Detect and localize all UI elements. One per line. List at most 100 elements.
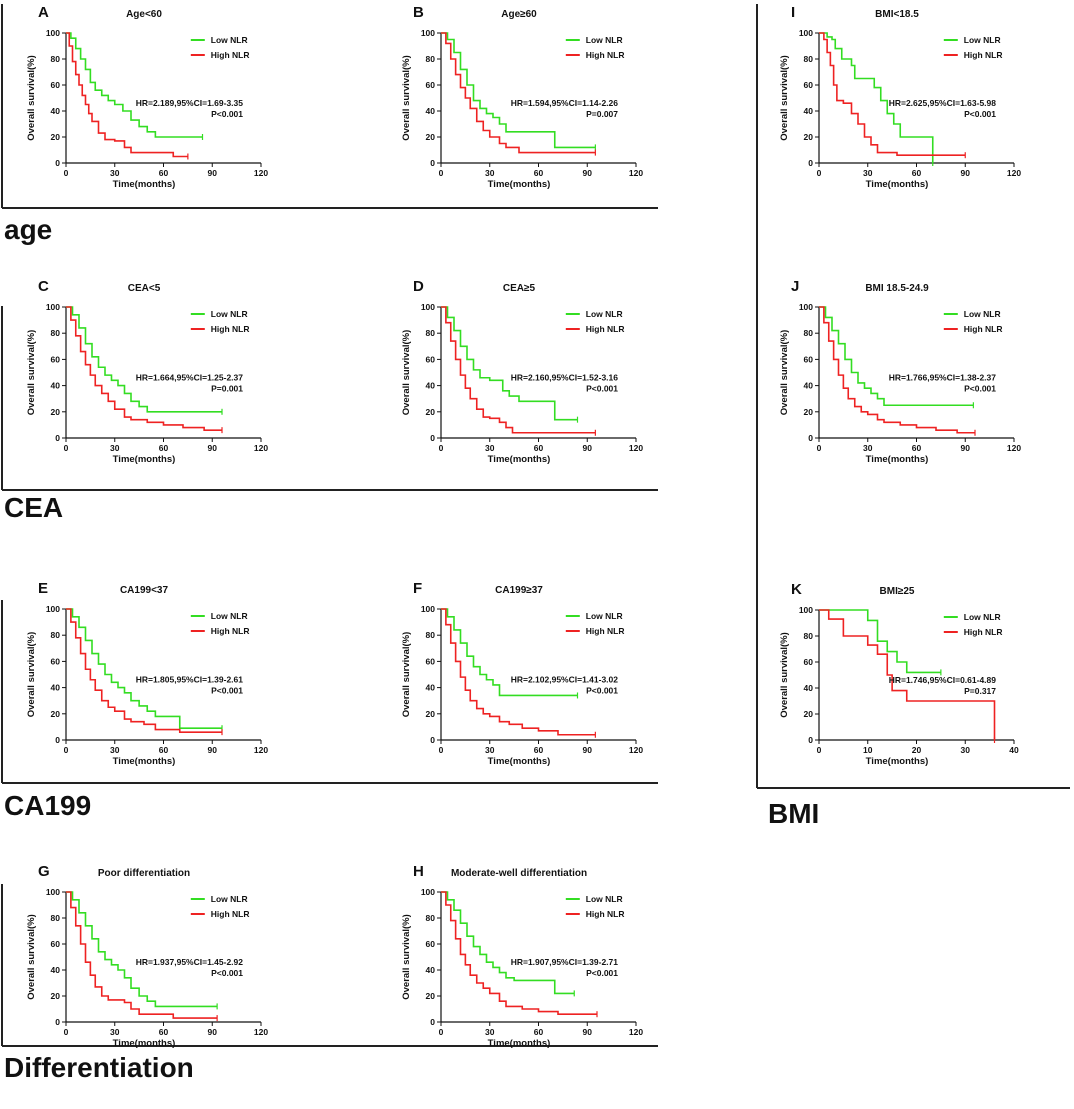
panel-title: BMI≥25 (880, 586, 915, 597)
x-tick-label: 90 (208, 168, 218, 178)
y-tick-label: 80 (51, 328, 61, 338)
survival-curve-low-nlr (66, 608, 222, 730)
panel-i-bmi-lt-18-5: I BMI<18.5 0 20 40 60 80 100 0 30 60 90 120 Time(mont… (779, 4, 1021, 190)
y-tick-label: 100 (799, 28, 813, 38)
legend-label-high-nlr: High NLR (964, 50, 1003, 60)
y-tick-label: 20 (426, 709, 436, 719)
y-tick-label: 60 (51, 80, 61, 90)
panel-letter: D (413, 278, 424, 295)
x-tick-label: 30 (485, 745, 495, 755)
panel-letter: B (413, 4, 424, 21)
legend-label-high-nlr: High NLR (211, 909, 250, 919)
survival-curve-low-nlr (66, 891, 218, 1008)
x-tick-label: 60 (912, 168, 922, 178)
y-tick-label: 100 (46, 887, 60, 897)
legend-label-high-nlr: High NLR (586, 909, 625, 919)
panel-j-bmi-18-5-24-9: J BMI 18.5-24.9 0 20 40 60 80 100 0 30 60 90 120 Time… (779, 278, 1021, 465)
y-tick-label: 100 (46, 302, 60, 312)
p-value-annotation: P=0.007 (586, 109, 618, 119)
x-tick-label: 120 (629, 168, 643, 178)
y-tick-label: 20 (51, 709, 61, 719)
y-tick-label: 80 (426, 913, 436, 923)
legend-label-low-nlr: Low NLR (211, 894, 248, 904)
panel-a-age-lt-60: A Age<60 0 20 40 60 80 100 0 30 60 90 120 Time(months… (26, 4, 268, 190)
x-tick-label: 120 (254, 1027, 268, 1037)
x-tick-label: 30 (863, 168, 873, 178)
y-tick-label: 40 (51, 106, 61, 116)
panel-letter: C (38, 278, 49, 295)
y-tick-label: 20 (426, 132, 436, 142)
y-tick-label: 80 (51, 913, 61, 923)
y-tick-label: 20 (804, 709, 814, 719)
legend-label-low-nlr: Low NLR (211, 611, 248, 621)
x-tick-label: 60 (534, 168, 544, 178)
y-tick-label: 80 (426, 54, 436, 64)
y-tick-label: 60 (804, 657, 814, 667)
panel-letter: J (791, 278, 799, 295)
y-tick-label: 100 (46, 604, 60, 614)
x-tick-label: 90 (583, 1027, 593, 1037)
survival-curve-low-nlr (441, 32, 596, 149)
hazard-ratio-annotation: HR=1.746,95%CI=0.61-4.89 (889, 675, 997, 685)
y-tick-label: 40 (51, 683, 61, 693)
x-tick-label: 120 (629, 1027, 643, 1037)
y-tick-label: 0 (55, 1017, 60, 1027)
x-axis-label: Time(months) (866, 179, 929, 190)
x-tick-label: 0 (64, 168, 69, 178)
x-tick-label: 60 (534, 745, 544, 755)
y-tick-label: 40 (426, 106, 436, 116)
x-tick-label: 90 (961, 168, 971, 178)
x-tick-label: 60 (159, 745, 169, 755)
group-frame-bmi (756, 4, 1070, 789)
legend-label-high-nlr: High NLR (964, 627, 1003, 637)
x-tick-label: 0 (439, 443, 444, 453)
x-tick-label: 90 (583, 168, 593, 178)
y-tick-label: 80 (51, 630, 61, 640)
y-axis-label: Overall survival(%) (779, 632, 790, 718)
x-tick-label: 120 (1007, 443, 1021, 453)
x-axis-label: Time(months) (866, 454, 929, 465)
panel-letter: K (791, 581, 802, 598)
p-value-annotation: P<0.001 (211, 109, 243, 119)
panel-k-bmi-ge-25: K BMI≥25 0 20 40 60 80 100 0 10 20 30 40 Time(months)… (779, 581, 1019, 767)
hazard-ratio-annotation: HR=1.766,95%CI=1.38-2.37 (889, 372, 997, 382)
panel-title: CA199≥37 (495, 585, 543, 596)
panel-title: CA199<37 (120, 585, 169, 596)
x-tick-label: 120 (629, 443, 643, 453)
survival-curve-low-nlr (66, 32, 203, 138)
y-tick-label: 80 (804, 328, 814, 338)
y-tick-label: 20 (804, 407, 814, 417)
legend-label-low-nlr: Low NLR (964, 612, 1001, 622)
group-label-ca199: CA199 (4, 790, 92, 821)
panel-h-moderate-well-differentiation: H Moderate-well differentiation 0 20 40 60 80 1… (401, 863, 643, 1049)
x-tick-label: 90 (583, 443, 593, 453)
x-tick-label: 30 (961, 745, 971, 755)
survival-curve-high-nlr (819, 306, 975, 434)
y-axis-label: Overall survival(%) (26, 914, 37, 1000)
group-frame-differentiation (1, 884, 658, 1047)
hazard-ratio-annotation: HR=2.625,95%CI=1.63-5.98 (889, 98, 997, 108)
y-tick-label: 0 (55, 433, 60, 443)
y-tick-label: 60 (51, 354, 61, 364)
y-tick-label: 40 (426, 683, 436, 693)
legend-label-low-nlr: Low NLR (964, 35, 1001, 45)
y-tick-label: 20 (51, 991, 61, 1001)
y-tick-label: 80 (804, 54, 814, 64)
legend-label-low-nlr: Low NLR (586, 35, 623, 45)
survival-curve-high-nlr (819, 609, 996, 740)
y-tick-label: 0 (55, 735, 60, 745)
y-tick-label: 40 (51, 965, 61, 975)
y-tick-label: 60 (426, 354, 436, 364)
legend-label-high-nlr: High NLR (211, 324, 250, 334)
y-tick-label: 100 (799, 302, 813, 312)
panel-title: Poor differentiation (98, 868, 190, 879)
p-value-annotation: P<0.001 (586, 968, 618, 978)
hazard-ratio-annotation: HR=2.189,95%CI=1.69-3.35 (136, 98, 244, 108)
y-axis-label: Overall survival(%) (401, 55, 412, 141)
y-tick-label: 40 (804, 106, 814, 116)
panel-letter: F (413, 580, 422, 597)
y-axis-label: Overall survival(%) (26, 632, 37, 718)
panel-title: Age<60 (126, 9, 162, 20)
survival-curve-high-nlr (66, 608, 222, 733)
